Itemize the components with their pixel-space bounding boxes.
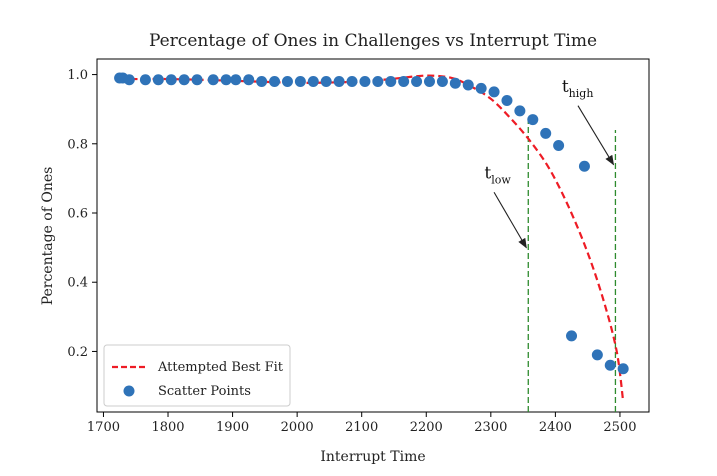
- y-tick-label: 1.0: [67, 68, 88, 83]
- scatter-point: [178, 74, 190, 86]
- scatter-point: [604, 359, 616, 371]
- scatter-point: [165, 74, 177, 86]
- scatter-point: [566, 330, 578, 342]
- scatter-point: [294, 75, 306, 87]
- scatter-point: [359, 75, 371, 87]
- scatter-point: [501, 95, 513, 107]
- chart-title: Percentage of Ones in Challenges vs Inte…: [149, 31, 597, 51]
- scatter-point: [269, 75, 281, 87]
- scatter-point: [220, 74, 232, 86]
- x-tick-label: 2200: [410, 420, 443, 435]
- x-axis: 1700 1800 1900 2000 2100 2200 2300 2400 2500: [87, 412, 636, 435]
- legend-scatter-swatch: [123, 385, 135, 397]
- y-tick-label: 0.8: [67, 137, 88, 152]
- scatter-point: [527, 114, 539, 126]
- annotation-arrow: [577, 105, 615, 166]
- x-tick-label: 2000: [281, 420, 314, 435]
- legend-scatter-label: Scatter Points: [158, 384, 251, 399]
- scatter-point: [139, 74, 151, 86]
- scatter-point: [436, 75, 448, 87]
- annotations: tlow thigh: [484, 77, 615, 249]
- scatter-point: [462, 79, 474, 91]
- scatter-point: [423, 75, 435, 87]
- scatter-point: [488, 86, 500, 98]
- legend-box: [103, 344, 291, 407]
- y-tick-label: 0.4: [67, 276, 88, 291]
- scatter-point: [191, 74, 203, 86]
- x-tick-label: 1900: [216, 420, 249, 435]
- scatter-point: [243, 74, 255, 86]
- best-fit-line: [119, 74, 625, 402]
- plot-area: [96, 58, 650, 413]
- y-axis-label: Percentage of Ones: [40, 167, 56, 306]
- scatter-point: [617, 363, 629, 375]
- scatter-point: [346, 75, 358, 87]
- x-tick-label: 2400: [539, 420, 572, 435]
- scatter-point: [207, 74, 219, 86]
- y-tick-label: 0.2: [67, 345, 88, 360]
- scatter-point: [307, 75, 319, 87]
- scatter-point: [372, 75, 384, 87]
- x-tick-label: 1800: [151, 420, 184, 435]
- scatter-point: [591, 349, 603, 361]
- scatter-point: [578, 160, 590, 172]
- annotation-label: thigh: [562, 77, 594, 100]
- scatter-point: [514, 105, 526, 117]
- annotation-arrow: [493, 191, 527, 249]
- scatter-point: [540, 127, 552, 139]
- scatter-point: [152, 74, 164, 86]
- x-tick-label: 1700: [87, 420, 120, 435]
- legend: Attempted Best Fit Scatter Points: [103, 344, 291, 407]
- y-axis: 0.2 0.4 0.6 0.8 1.0: [67, 68, 97, 360]
- scatter-point: [320, 75, 332, 87]
- threshold-lines: [527, 116, 617, 412]
- x-tick-label: 2500: [603, 420, 636, 435]
- scatter-point: [230, 74, 242, 86]
- legend-fit-label: Attempted Best Fit: [157, 360, 284, 375]
- scatter-point: [398, 75, 410, 87]
- scatter-point: [411, 75, 423, 87]
- scatter-point: [281, 75, 293, 87]
- scatter-point: [449, 77, 461, 89]
- x-tick-label: 2100: [345, 420, 378, 435]
- x-tick-label: 2300: [474, 420, 507, 435]
- scatter-series: [114, 72, 629, 375]
- annotation-label: tlow: [484, 163, 511, 186]
- best-fit-series: [119, 74, 625, 402]
- plot-frame: [96, 58, 650, 413]
- scatter-point: [123, 74, 135, 86]
- scatter-point: [475, 82, 487, 94]
- y-tick-label: 0.6: [67, 207, 88, 222]
- scatter-point: [385, 75, 397, 87]
- x-axis-label: Interrupt Time: [320, 449, 425, 465]
- scatter-point: [256, 75, 268, 87]
- scatter-point: [333, 75, 345, 87]
- scatter-point: [553, 140, 565, 152]
